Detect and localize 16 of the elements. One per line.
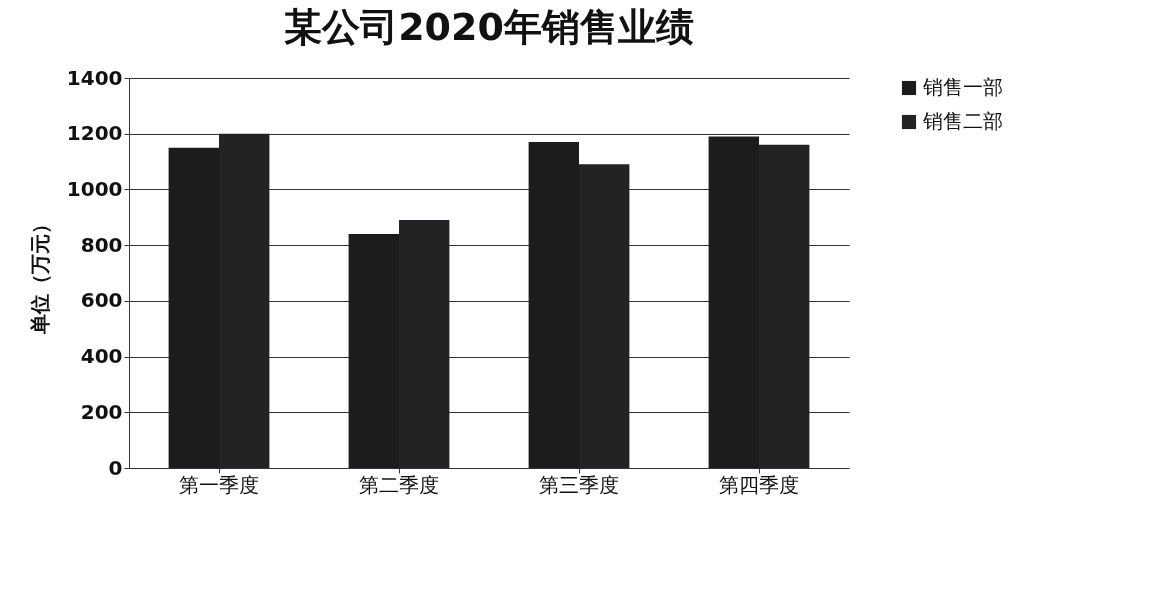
y-tick-label: 1000 — [66, 176, 123, 201]
legend-label: 销售二部 — [922, 109, 1003, 133]
y-tick-label: 600 — [80, 288, 123, 313]
legend-label: 销售一部 — [922, 75, 1003, 99]
y-tick-label: 0 — [108, 455, 123, 480]
y-tick-label: 1200 — [66, 121, 123, 146]
chart-title: 某公司2020年销售业绩 — [284, 5, 694, 49]
y-tick-label: 800 — [80, 232, 123, 257]
y-axis-title: 单位（万元） — [27, 213, 52, 335]
x-tick-label: 第二季度 — [359, 472, 439, 497]
y-tick-label: 400 — [80, 344, 123, 369]
y-tick-label: 200 — [80, 399, 123, 424]
y-tick-label: 1400 — [66, 65, 123, 90]
x-tick-label: 第一季度 — [179, 472, 259, 497]
x-tick-label: 第三季度 — [539, 472, 619, 497]
x-tick-label: 第四季度 — [719, 472, 799, 497]
